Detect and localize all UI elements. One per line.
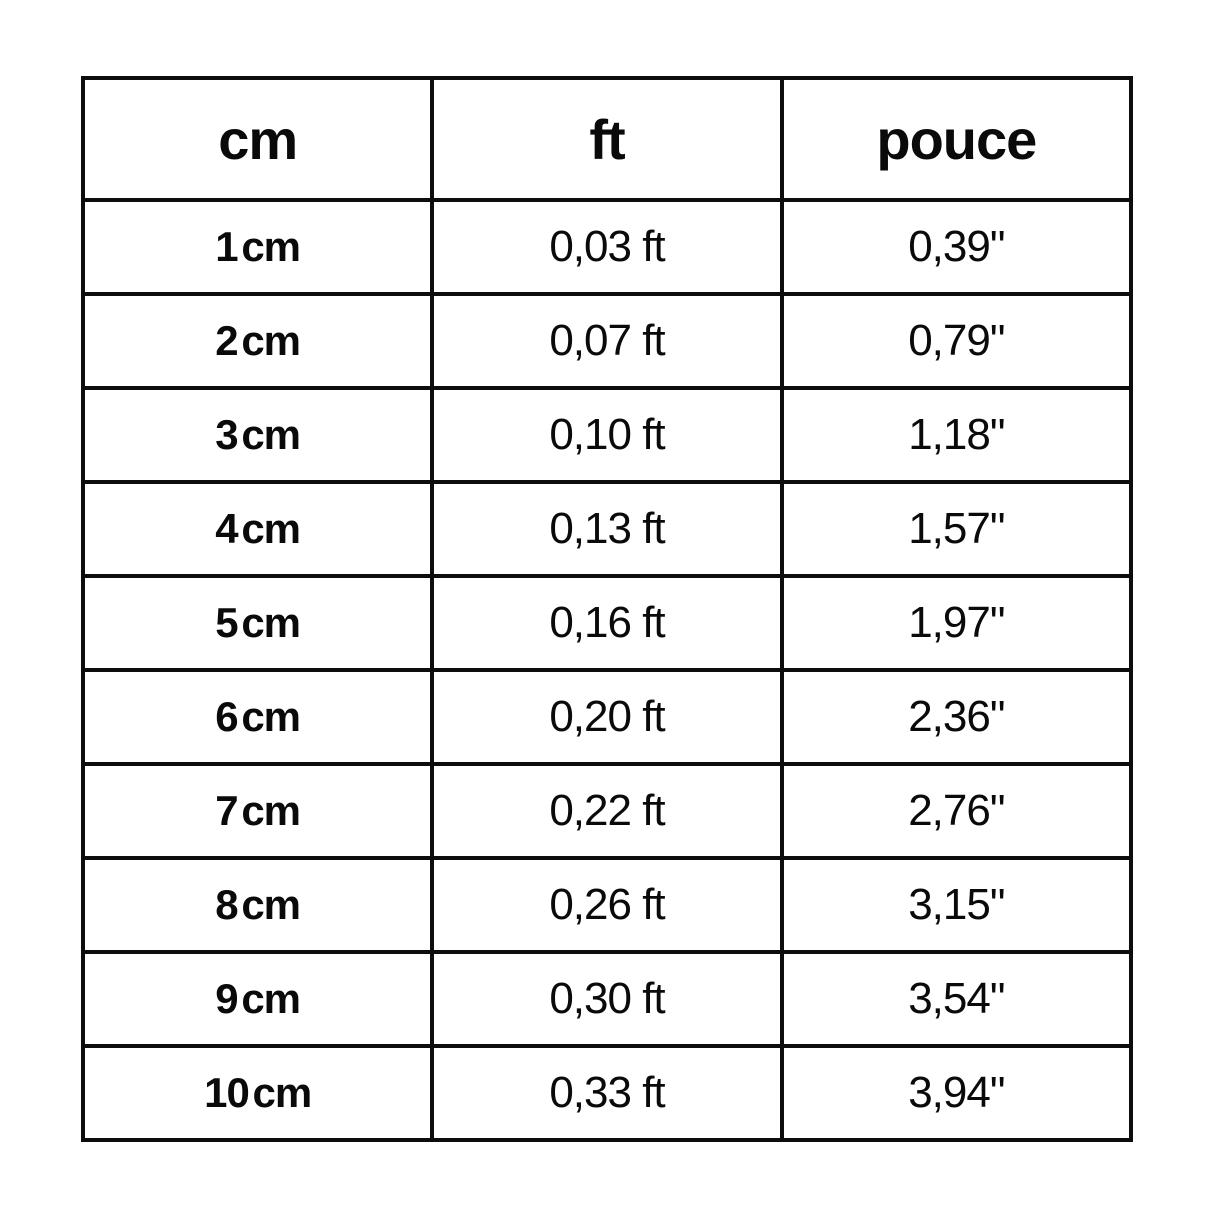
cell-pouce: 1,97" (779, 574, 1134, 672)
cell-ft: 0,07 ft (430, 292, 784, 390)
cell-pouce: 1,18" (779, 386, 1134, 484)
table-row: 6 cm 0,20 ft 2,36" (80, 668, 1134, 766)
cell-ft: 0,16 ft (430, 574, 784, 672)
cell-pouce: 3,54" (779, 950, 1134, 1048)
cell-ft: 0,03 ft (430, 198, 784, 296)
table-row: 4 cm 0,13 ft 1,57" (80, 480, 1134, 578)
table-row: 10 cm 0,33 ft 3,94" (80, 1044, 1134, 1142)
cm-ft-pouce-conversion-table: cm ft pouce 1 cm 0,03 ft 0,39" 2 cm 0,07… (80, 76, 1134, 1142)
table-row: 2 cm 0,07 ft 0,79" (80, 292, 1134, 390)
cell-cm: 10 cm (80, 1044, 435, 1142)
table-row: 3 cm 0,10 ft 1,18" (80, 386, 1134, 484)
cell-pouce: 1,57" (779, 480, 1134, 578)
cell-pouce: 2,36" (779, 668, 1134, 766)
cell-cm: 9 cm (80, 950, 435, 1048)
cell-cm: 7 cm (80, 762, 435, 860)
cell-ft: 0,10 ft (430, 386, 784, 484)
cell-ft: 0,22 ft (430, 762, 784, 860)
cell-pouce: 3,94" (779, 1044, 1134, 1142)
header-cell-pouce: pouce (779, 76, 1134, 202)
cell-pouce: 3,15" (779, 856, 1134, 954)
header-row: cm ft pouce (80, 76, 1134, 202)
cell-ft: 0,33 ft (430, 1044, 784, 1142)
cell-cm: 6 cm (80, 668, 435, 766)
table-header: cm ft pouce (80, 76, 1134, 202)
table-row: 7 cm 0,22 ft 2,76" (80, 762, 1134, 860)
table-body: 1 cm 0,03 ft 0,39" 2 cm 0,07 ft 0,79" 3 … (80, 198, 1134, 1142)
cell-ft: 0,26 ft (430, 856, 784, 954)
table-row: 5 cm 0,16 ft 1,97" (80, 574, 1134, 672)
cell-cm: 1 cm (80, 198, 435, 296)
cell-cm: 4 cm (80, 480, 435, 578)
cell-cm: 3 cm (80, 386, 435, 484)
cell-pouce: 2,76" (779, 762, 1134, 860)
cell-pouce: 0,39" (779, 198, 1134, 296)
cell-cm: 5 cm (80, 574, 435, 672)
cell-ft: 0,20 ft (430, 668, 784, 766)
cell-cm: 2 cm (80, 292, 435, 390)
table-row: 9 cm 0,30 ft 3,54" (80, 950, 1134, 1048)
cell-ft: 0,13 ft (430, 480, 784, 578)
cell-pouce: 0,79" (779, 292, 1134, 390)
header-cell-cm: cm (80, 76, 435, 202)
table-row: 8 cm 0,26 ft 3,15" (80, 856, 1134, 954)
cell-ft: 0,30 ft (430, 950, 784, 1048)
table-row: 1 cm 0,03 ft 0,39" (80, 198, 1134, 296)
header-cell-ft: ft (430, 76, 784, 202)
cell-cm: 8 cm (80, 856, 435, 954)
